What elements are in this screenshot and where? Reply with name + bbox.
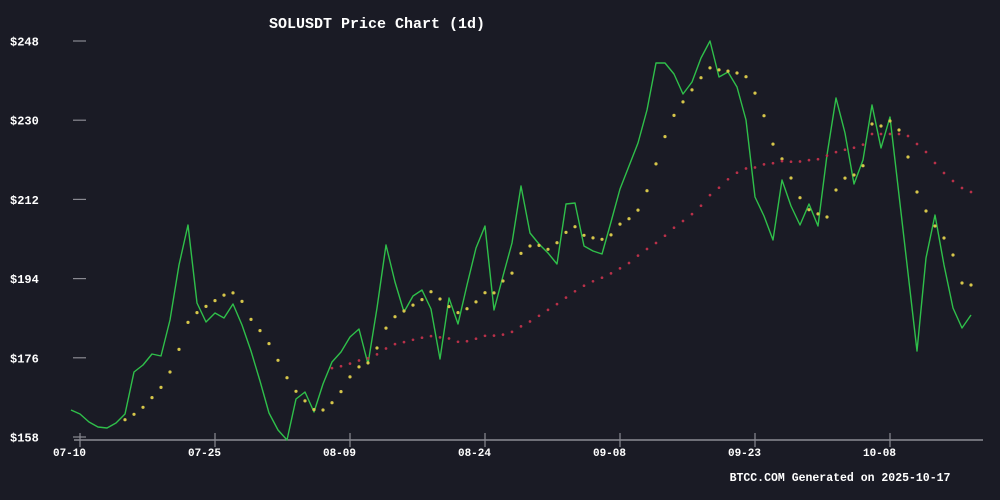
- svg-text:08-09: 08-09: [323, 448, 356, 460]
- svg-text:08-24: 08-24: [458, 448, 491, 460]
- svg-text:BTCC.COM Generated on 2025-10-: BTCC.COM Generated on 2025-10-17: [730, 472, 951, 485]
- svg-text:09-23: 09-23: [728, 448, 761, 460]
- svg-text:$176: $176: [10, 352, 39, 366]
- svg-text:07-25: 07-25: [188, 448, 221, 460]
- svg-text:07-10: 07-10: [53, 448, 86, 460]
- svg-text:$248: $248: [10, 36, 39, 50]
- svg-text:$158: $158: [10, 432, 39, 446]
- svg-text:SOLUSDT Price Chart (1d): SOLUSDT Price Chart (1d): [269, 16, 485, 33]
- svg-text:09-08: 09-08: [593, 448, 626, 460]
- svg-text:$230: $230: [10, 115, 39, 129]
- svg-text:$212: $212: [10, 194, 39, 208]
- svg-text:10-08: 10-08: [863, 448, 896, 460]
- svg-text:$194: $194: [10, 273, 39, 287]
